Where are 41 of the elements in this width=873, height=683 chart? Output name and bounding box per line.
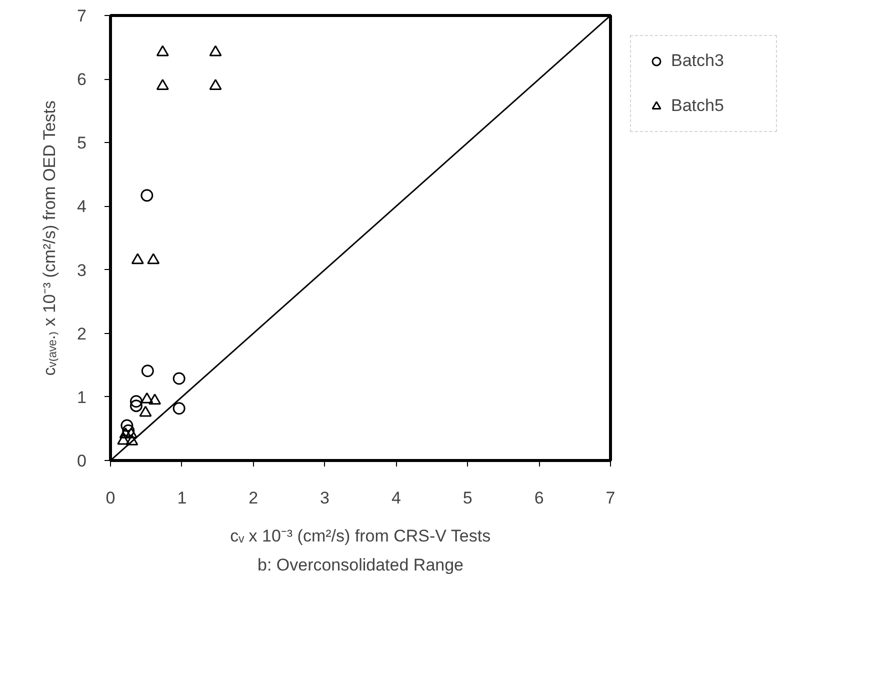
point (172, 402, 186, 415)
y-tick-label: 0 (77, 452, 87, 470)
x-tick-label: 4 (391, 488, 401, 508)
x-tick-label: 7 (606, 488, 616, 508)
point (156, 45, 169, 56)
y-axis-title: cᵥ₍ₐᵥₑ.₎ x 10⁻³ (cm²/s) from OED Tests (40, 100, 60, 376)
point (140, 189, 154, 202)
point (126, 434, 138, 446)
point (120, 419, 134, 432)
y-tick-label: 3 (77, 260, 87, 280)
legend-label: Batch3 (671, 51, 725, 71)
x-tick-label: 1 (177, 488, 187, 508)
point (130, 395, 142, 408)
text: b: Overconsolidated Range (257, 556, 464, 574)
point (131, 253, 144, 264)
x-tick-label: 0 (106, 488, 116, 508)
point (209, 78, 222, 90)
y-tick-label: 7 (77, 6, 87, 26)
legend-label: Batch5 (671, 96, 725, 116)
x-tick-label: 3 (320, 488, 330, 508)
x-tick-label: 2 (248, 488, 258, 508)
x-tick-label: 6 (534, 488, 544, 508)
y-tick-label: 2 (77, 324, 87, 344)
y-tick-label: 1 (77, 388, 87, 407)
point (122, 424, 135, 437)
y-tick-label: 6 (77, 70, 87, 90)
y-tick-label: 5 (77, 134, 87, 153)
point (156, 78, 169, 90)
point (147, 253, 160, 264)
point (140, 392, 154, 404)
x-axis-title: cᵥ x 10⁻³ (cm²/s) from CRS-V Tests (230, 526, 491, 546)
point (130, 400, 142, 412)
point (117, 434, 130, 445)
point (141, 364, 154, 378)
point (209, 45, 222, 56)
point (172, 372, 186, 385)
x-tick-label: 5 (462, 488, 472, 508)
point (119, 427, 132, 438)
point (139, 406, 152, 417)
point (148, 394, 162, 405)
y-tick-label: 4 (77, 197, 87, 216)
